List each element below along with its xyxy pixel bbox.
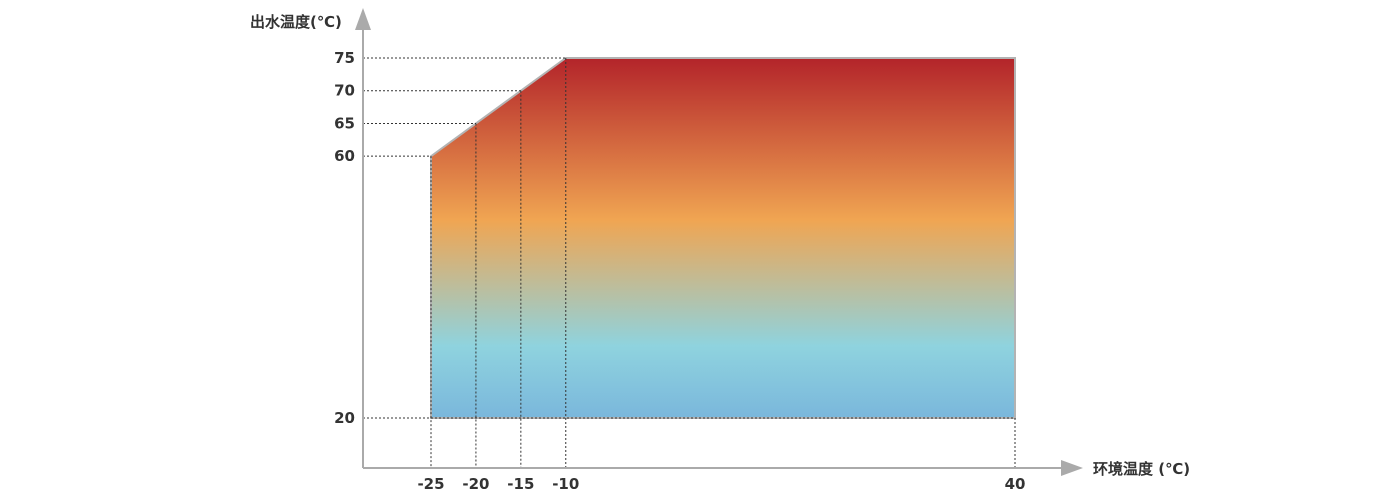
x-axis [363, 460, 1083, 476]
y-axis-title: 出水温度(℃) [250, 13, 342, 31]
guide-lines [363, 57, 1016, 468]
y-axis [355, 8, 371, 468]
y-tick-label: 75 [334, 49, 355, 67]
y-tick-label: 60 [334, 147, 355, 165]
x-tick-label: -25 [417, 475, 444, 493]
x-tick-labels: -25 -20 -15 -10 40 [417, 475, 1025, 493]
x-tick-label: 40 [1005, 475, 1026, 493]
y-tick-label: 70 [334, 82, 355, 100]
x-axis-title: 环境温度 (℃) [1093, 460, 1190, 478]
x-tick-label: -10 [552, 475, 579, 493]
x-tick-label: -20 [462, 475, 489, 493]
y-axis-arrow-icon [355, 8, 371, 30]
y-tick-labels: 20 60 65 70 75 [334, 49, 355, 427]
y-tick-label: 20 [334, 409, 355, 427]
x-axis-arrow-icon [1061, 460, 1083, 476]
y-tick-label: 65 [334, 114, 355, 132]
operating-region [430, 57, 1016, 419]
x-tick-label: -15 [507, 475, 534, 493]
